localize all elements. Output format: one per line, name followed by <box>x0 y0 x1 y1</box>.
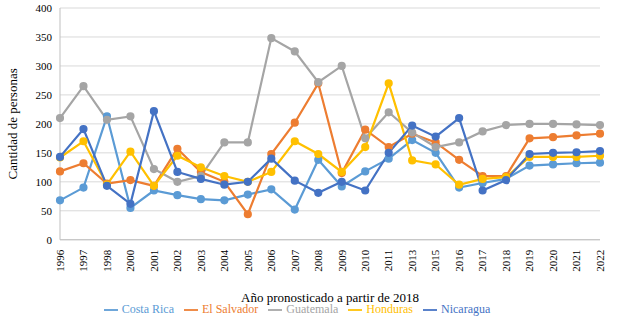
svg-text:2015: 2015 <box>429 249 441 272</box>
svg-text:2002: 2002 <box>171 250 183 272</box>
svg-text:2019: 2019 <box>523 249 535 272</box>
svg-text:2001: 2001 <box>148 250 160 272</box>
svg-text:2005: 2005 <box>242 249 254 272</box>
svg-text:250: 250 <box>36 89 53 101</box>
svg-text:2017: 2017 <box>476 249 488 272</box>
html-text:El Salvador: El Salvador <box>202 301 259 316</box>
html-text:Costa Rica: Costa Rica <box>121 301 174 316</box>
svg-text:2022: 2022 <box>594 250 606 272</box>
svg-text:2006: 2006 <box>265 249 277 272</box>
svg-text:2004: 2004 <box>218 249 230 272</box>
svg-text:400: 400 <box>36 2 53 14</box>
svg-text:0: 0 <box>47 234 53 246</box>
html-text:Honduras: Honduras <box>366 301 413 316</box>
svg-text:50: 50 <box>41 205 53 217</box>
svg-text:100: 100 <box>36 176 53 188</box>
svg-text:150: 150 <box>36 147 53 159</box>
svg-text:2008: 2008 <box>312 249 324 272</box>
svg-text:2009: 2009 <box>336 249 348 272</box>
svg-text:2007: 2007 <box>289 249 301 272</box>
svg-text:Año pronosticado a partir de 2: Año pronosticado a partir de 2018 <box>241 290 419 305</box>
svg-text:2020: 2020 <box>547 249 559 272</box>
svg-text:2003: 2003 <box>195 249 207 272</box>
html-text:Guatemala: Guatemala <box>286 301 339 316</box>
svg-text:Cantidad de personas: Cantidad de personas <box>8 68 20 179</box>
svg-text:200: 200 <box>36 118 53 130</box>
svg-text:2010: 2010 <box>359 249 371 272</box>
svg-text:1998: 1998 <box>101 249 113 272</box>
svg-text:2016: 2016 <box>453 249 465 272</box>
svg-text:1996: 1996 <box>54 249 66 272</box>
svg-text:2011: 2011 <box>383 250 395 272</box>
svg-text:350: 350 <box>36 31 53 43</box>
svg-text:2021: 2021 <box>570 250 582 272</box>
html-text:Nicaragua: Nicaragua <box>441 301 491 316</box>
svg-text:2013: 2013 <box>406 249 418 272</box>
svg-text:300: 300 <box>36 60 53 72</box>
svg-text:2018: 2018 <box>500 249 512 272</box>
svg-text:2000: 2000 <box>124 249 136 272</box>
svg-text:1997: 1997 <box>77 249 89 272</box>
